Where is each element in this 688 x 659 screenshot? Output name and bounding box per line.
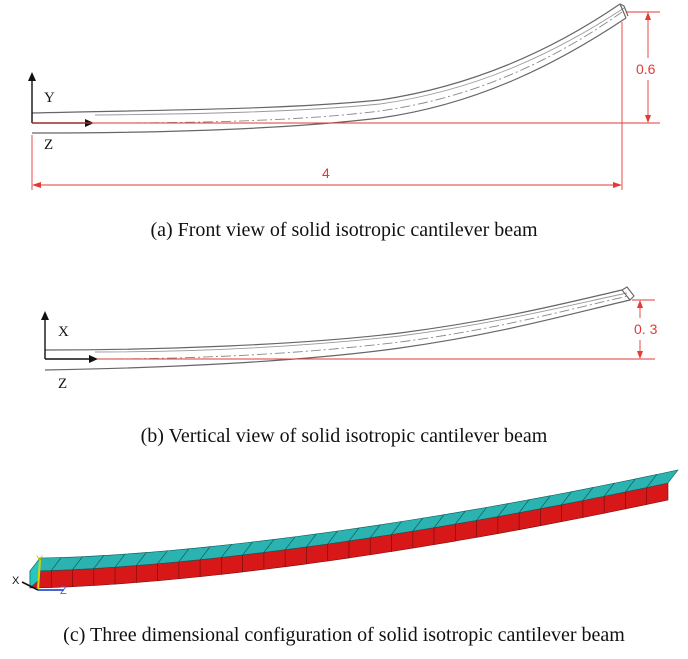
beam-element-side [348, 537, 371, 559]
front-view-beam-inner-edge [94, 7, 625, 116]
beam-element-top [645, 469, 679, 488]
beam-element-side [114, 565, 137, 585]
front-view-z-label: Z [44, 137, 53, 153]
beam-element-side [136, 563, 158, 583]
front-view-height-arrow-top-icon [645, 12, 651, 20]
coordinate-triad: Y X Z [12, 554, 67, 597]
beam-element-side [284, 546, 307, 568]
vertical-view-height-arrow-top-icon [637, 300, 643, 308]
vertical-view-x-arrow-icon [41, 311, 49, 320]
triad-y-axis [37, 559, 41, 591]
vertical-view-beam-top-edge [44, 289, 623, 351]
front-view-length-label: 4 [322, 165, 330, 181]
vertical-view-z-arrow-icon [89, 355, 98, 363]
front-view-height-label: 0.6 [636, 61, 656, 77]
front-view-y-label: Y [44, 90, 55, 106]
caption-front-view: (a) Front view of solid isotropic cantil… [150, 219, 538, 241]
triad-x-axis [21, 581, 39, 591]
beam-element-side [178, 559, 201, 580]
beam-element-side [263, 549, 286, 570]
beam-element-side [327, 540, 350, 562]
front-view-beam-end [619, 3, 629, 19]
front-view-beam-top-edge [31, 3, 621, 114]
vertical-view-neutral-axis [94, 295, 629, 360]
vertical-view-beam-inner-edge [94, 292, 628, 353]
vertical-view-height-arrow-bottom-icon [637, 351, 643, 359]
beam-element-side [93, 566, 116, 586]
caption-vertical-view: (b) Vertical view of solid isotropic can… [140, 425, 548, 447]
caption-three-dimensional: (c) Three dimensional configuration of s… [63, 624, 625, 646]
triad-x-label: X [12, 575, 20, 587]
vertical-view-beam-end [621, 286, 635, 301]
beam-element-side [199, 557, 222, 577]
vertical-view-x-label: X [58, 324, 69, 340]
vertical-view-z-label: Z [58, 376, 67, 392]
beam-element-side [221, 554, 243, 575]
vertical-view-height-label-bg [632, 318, 664, 340]
front-view-neutral-axis [94, 11, 623, 124]
front-view-length-arrow-right-icon [613, 182, 622, 188]
vertical-view-beam-bottom-edge [44, 299, 631, 371]
front-view-height-arrow-bottom-icon [645, 115, 651, 123]
front-view-beam-bottom-edge [31, 17, 627, 134]
front-view-y-arrow-icon [28, 72, 36, 81]
front-view-height-label-bg [634, 58, 662, 80]
beam-element-side [72, 568, 95, 587]
triad-y-label: Y [36, 554, 44, 566]
beam-element-side [306, 543, 329, 565]
beam-element-side [157, 561, 180, 582]
front-view-panel: Y Z 0.6 4 [28, 3, 662, 190]
beam-element-side [242, 552, 265, 573]
vertical-view-panel: X Z 0. 3 [41, 286, 664, 392]
vertical-view-height-label: 0. 3 [634, 321, 658, 337]
three-dimensional-beam [29, 469, 679, 589]
beam-fixed-end-face [29, 557, 41, 589]
triad-z-label: Z [60, 585, 67, 597]
three-dimensional-panel: Y X Z [12, 469, 679, 597]
front-view-length-arrow-left-icon [32, 182, 41, 188]
